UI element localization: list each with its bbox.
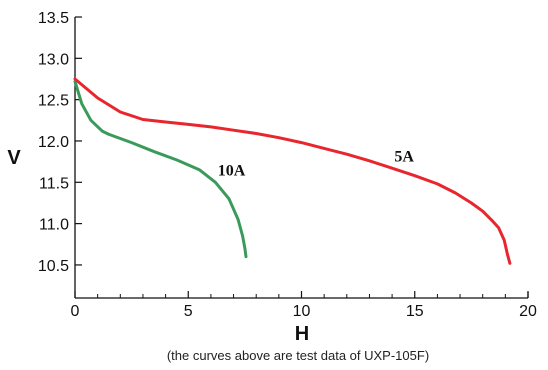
y-tick-label: 12.0 — [38, 134, 69, 151]
x-tick-label: 15 — [406, 303, 424, 320]
chart-caption: (the curves above are test data of UXP-1… — [167, 348, 429, 363]
x-tick-label: 20 — [519, 303, 537, 320]
tick-labels-layer: 0 5 10 15 20 10.5 11.0 11.5 12.0 12.5 13.0 13.5 — [38, 10, 537, 320]
y-tick-label: 10.5 — [38, 258, 69, 275]
y-tick-label: 11.5 — [39, 175, 69, 192]
x-tick-label: 5 — [184, 303, 193, 320]
y-tick-label: 12.5 — [38, 93, 69, 110]
y-axis-label: V — [7, 147, 21, 169]
x-tick-label: 10 — [293, 303, 311, 320]
series-layer — [73, 77, 512, 265]
plot-frame — [74, 17, 529, 299]
series-line-5a — [73, 77, 512, 265]
y-tick-label: 13.5 — [38, 10, 69, 27]
series-labels-layer: 10A 5A — [218, 149, 415, 180]
x-tick-label: 0 — [71, 303, 80, 320]
ticks-layer — [74, 16, 529, 298]
series-label-10a: 10A — [218, 163, 246, 180]
series-label-5a: 5A — [394, 149, 414, 166]
series-line-10a — [73, 80, 248, 259]
x-axis-label: H — [295, 323, 309, 345]
y-tick-label: 11.0 — [39, 217, 69, 234]
y-tick-label: 13.0 — [38, 51, 69, 68]
